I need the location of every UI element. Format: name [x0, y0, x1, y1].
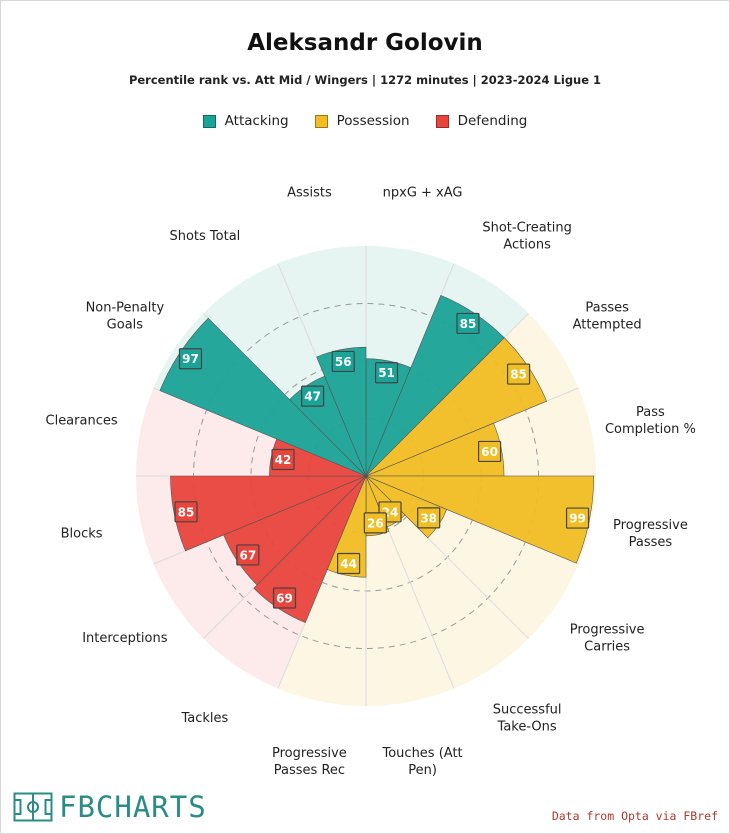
value-label-progressive-passes-rec: 44 — [340, 557, 357, 571]
value-label-interceptions: 67 — [239, 548, 256, 562]
axis-label-successful-take-ons: Successful Take-Ons — [493, 703, 562, 735]
axis-label-non-penalty-goals: Non-Penalty Goals — [86, 300, 165, 332]
axis-label-progressive-passes: Progressive Passes — [613, 518, 688, 550]
value-badge-touches-att-pen — [363, 512, 387, 534]
axis-label-progressive-passes-rec: Progressive Passes Rec — [272, 746, 347, 778]
axis-label-pass-completion: Pass Completion % — [605, 405, 696, 437]
value-badge-blocks — [174, 501, 198, 523]
value-badge-tackles — [272, 587, 297, 609]
legend-item-possession: Possession — [314, 113, 410, 129]
chart-title: Aleksandr Golovin — [247, 30, 483, 56]
value-label-blocks: 85 — [178, 505, 195, 519]
value-badge-npxg-xag — [374, 362, 399, 384]
value-badge-passes-attempted — [506, 363, 531, 385]
value-label-pass-completion: 60 — [481, 445, 498, 459]
value-badge-pass-completion — [477, 440, 502, 463]
legend-swatch-possession — [314, 114, 328, 128]
axis-label-blocks: Blocks — [61, 527, 103, 542]
value-label-passes-attempted: 85 — [510, 368, 527, 382]
value-badge-shots-total — [301, 385, 325, 407]
logo-text: FBCHARTS — [59, 789, 207, 824]
value-label-assists: 56 — [335, 355, 352, 369]
value-badge-clearances — [271, 448, 295, 471]
value-label-progressive-carries: 38 — [420, 511, 437, 525]
value-badge-non-penalty-goals — [178, 348, 203, 370]
axis-label-passes-attempted: Passes Attempted — [573, 300, 642, 332]
axis-label-touches-att-pen: Touches (Att Pen) — [382, 746, 463, 778]
axis-label-npxg-xag: npxG + xAG — [383, 186, 463, 201]
pitch-icon — [13, 792, 53, 822]
value-badge-progressive-passes — [565, 507, 590, 529]
value-badge-shot-creating-actions — [456, 312, 480, 335]
axis-label-interceptions: Interceptions — [82, 631, 168, 646]
legend-label-possession: Possession — [336, 113, 410, 129]
legend-item-attacking: Attacking — [202, 113, 289, 129]
value-badge-progressive-passes-rec — [337, 552, 361, 575]
legend-item-defending: Defending — [435, 113, 528, 129]
axis-label-shots-total: Shots Total — [169, 229, 240, 244]
axis-label-assists: Assists — [287, 186, 332, 201]
chart-subtitle: Percentile rank vs. Att Mid / Wingers | … — [128, 73, 602, 87]
background-wedge-touches-att-pen — [366, 476, 455, 706]
axis-label-clearances: Clearances — [46, 413, 118, 428]
axis-label-progressive-carries: Progressive Carries — [570, 623, 645, 655]
value-label-clearances: 42 — [275, 453, 292, 467]
value-badge-assists — [331, 350, 355, 373]
legend-swatch-attacking — [202, 114, 216, 128]
legend-label-defending: Defending — [457, 113, 528, 129]
value-badge-progressive-carries — [417, 507, 441, 529]
value-label-progressive-passes: 99 — [569, 512, 586, 526]
value-label-shots-total: 47 — [304, 390, 321, 404]
value-label-npxg-xag: 51 — [378, 366, 395, 380]
fbcharts-logo: FBCHARTS — [13, 792, 207, 822]
data-credit: Data from Opta via FBref — [551, 809, 718, 823]
legend: Attacking Possession Defending — [0, 113, 730, 129]
legend-label-attacking: Attacking — [224, 113, 289, 129]
background-wedge-successful-take-ons — [366, 476, 529, 689]
axis-label-shot-creating-actions: Shot-Creating Actions — [482, 220, 572, 252]
axis-label-tackles: Tackles — [180, 711, 228, 726]
value-label-shot-creating-actions: 85 — [460, 317, 477, 331]
value-label-tackles: 69 — [276, 591, 293, 605]
bar-assists — [316, 346, 367, 477]
value-label-non-penalty-goals: 97 — [182, 352, 199, 366]
legend-swatch-defending — [435, 114, 449, 128]
value-badge-interceptions — [236, 544, 260, 566]
bar-progressive-passes — [365, 475, 595, 564]
value-label-touches-att-pen: 26 — [367, 516, 384, 530]
bar-blocks — [170, 475, 367, 552]
